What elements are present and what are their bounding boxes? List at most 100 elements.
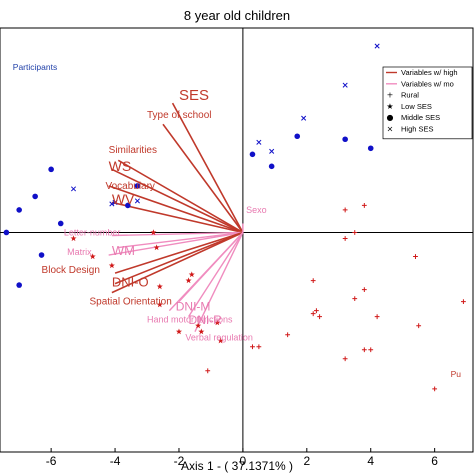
group-label-participants: Participants [13, 62, 57, 72]
vector-ses [171, 102, 244, 233]
point-middle-ses-13 [367, 145, 374, 152]
point-rural-9 [317, 314, 322, 320]
vector-label-dni-o: DNI-O [112, 275, 149, 290]
point-low-ses-12 [217, 337, 224, 344]
vector-block-design [114, 231, 244, 274]
point-low-ses-5 [150, 229, 157, 236]
legend-label-low-ses: Low SES [401, 102, 432, 111]
legend-label-variables-w-high: Variables w/ high [401, 68, 458, 77]
point-low-ses-8 [156, 301, 163, 308]
legend-marker-rural: + [387, 91, 394, 100]
point-rural-12 [374, 314, 380, 320]
legend-label-rural: Rural [401, 91, 419, 100]
point-rural-7 [310, 311, 316, 317]
x-tick-label: 0 [240, 454, 247, 468]
point-middle-ses-3 [3, 229, 10, 236]
x-tick-label: 2 [303, 454, 310, 468]
legend-box [382, 66, 473, 140]
legend-label-middle-ses: Middle SES [401, 113, 440, 122]
variable-vectors [108, 102, 244, 333]
point-low-ses-13 [175, 328, 183, 335]
point-high-ses-7 [374, 43, 380, 49]
point-rural-21 [361, 347, 367, 353]
point-rural-18 [342, 356, 348, 362]
vector-letter-number [111, 231, 243, 237]
vector-label-vocabulary: Vocabulary [105, 181, 154, 192]
legend-label-variables-w-mo: Variables w/ mo [401, 79, 454, 88]
point-high-ses-6 [342, 82, 348, 88]
point-low-ses-0 [70, 235, 77, 242]
vector-hand-motor-functions [168, 232, 244, 312]
chart-title: 8 year old children [184, 8, 290, 23]
legend-label-high-ses: High SES [401, 125, 434, 134]
x-tick-labels: -6 -4 -2 0 2 4 6 [46, 448, 438, 468]
vector-dni-r [187, 232, 244, 318]
point-low-ses-7 [188, 271, 195, 278]
vector-label-dni-r: DNI-R [189, 313, 223, 327]
point-middle-ses-7 [125, 202, 131, 209]
vector-labels: SES Type of school Similarities WS Vocabular… [42, 87, 267, 343]
vector-dni-o [114, 231, 244, 285]
point-low-ses-11 [214, 319, 221, 326]
point-rural-1 [342, 236, 348, 241]
point-middle-ses-0 [48, 166, 54, 173]
legend-marker-low-ses: ★ [386, 102, 393, 111]
point-rural-2 [342, 207, 348, 213]
point-rural-17 [256, 344, 262, 350]
point-middle-ses-4 [38, 252, 45, 258]
point-low-ses-4 [153, 244, 160, 251]
vector-wm [118, 231, 243, 249]
vector-label-dni-m: DNI-M [176, 300, 211, 314]
group-labels: Participants Pu [13, 62, 462, 379]
vector-label-sexo: Sexo [246, 205, 267, 215]
point-rural-5 [413, 254, 418, 259]
x-axis-label: Axis 1 - ( 37.1371% ) [181, 459, 293, 473]
vector-label-similarities: Similarities [109, 145, 157, 156]
point-rural-3 [352, 230, 358, 235]
point-middle-ses-8 [134, 183, 141, 189]
point-rural-13 [416, 323, 422, 329]
point-middle-ses-6 [57, 220, 64, 227]
point-high-ses-4 [256, 139, 262, 145]
x-tick-label: 4 [367, 454, 374, 468]
point-rural-15 [285, 332, 291, 338]
point-high-ses-0 [70, 186, 77, 192]
vector-label-hand-motor-functions: Hand motor functions [147, 315, 233, 325]
vector-label-spatial-orientation: Spatial Orientation [89, 297, 171, 308]
vector-label-wv: WV [112, 191, 135, 207]
point-high-ses-9 [269, 148, 275, 154]
point-middle-ses-9 [249, 151, 256, 158]
vector-label-wm: WM [112, 243, 135, 258]
legend-marker-high-ses: × [387, 125, 394, 134]
point-rural-14 [461, 299, 466, 305]
x-tick-label: -2 [174, 454, 185, 468]
vector-label-letter-number: Letter-number [64, 227, 121, 237]
x-tick-label: -6 [46, 454, 57, 468]
point-middle-ses-2 [32, 193, 38, 200]
point-middle-ses-5 [16, 282, 22, 288]
point-middle-ses-1 [16, 207, 22, 213]
point-rural-19 [432, 386, 438, 392]
point-middle-ses-11 [294, 133, 301, 140]
point-middle-ses-10 [268, 163, 275, 170]
vector-spatial-orientation [111, 231, 244, 294]
vector-label-verbal-regulation: Verbal regulation [185, 333, 253, 343]
point-low-ses-3 [156, 283, 163, 290]
x-tick-label: -4 [110, 454, 121, 468]
point-rural-11 [361, 287, 367, 293]
point-rural-0 [205, 368, 211, 374]
vector-similarities [117, 159, 244, 234]
vector-label-ws: WS [109, 158, 132, 174]
point-rural-20 [368, 347, 374, 353]
point-high-ses-3 [112, 199, 118, 205]
point-low-ses-10 [198, 328, 205, 335]
vector-ws [111, 168, 244, 234]
point-rural-10 [352, 296, 358, 302]
point-rural-4 [361, 203, 367, 208]
vector-label-block-design: Block Design [42, 265, 100, 276]
vector-type-of-school [162, 123, 244, 233]
vector-verbal-regulation [194, 232, 244, 333]
vector-label-matrix: Matrix [67, 247, 92, 257]
point-low-ses-2 [108, 262, 115, 269]
